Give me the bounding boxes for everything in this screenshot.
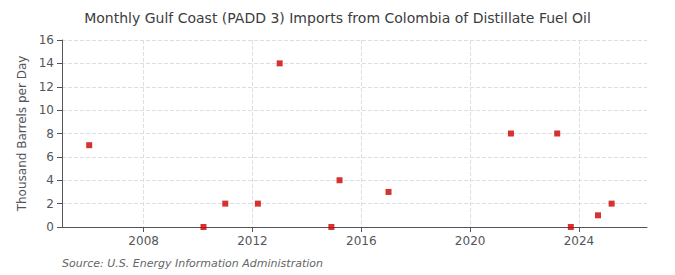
svg-text:Thousand Barrels per Day: Thousand Barrels per Day — [15, 56, 29, 213]
svg-text:2020: 2020 — [455, 234, 486, 248]
svg-text:8: 8 — [46, 127, 54, 141]
svg-text:2: 2 — [46, 197, 54, 211]
svg-text:12: 12 — [39, 80, 54, 94]
svg-text:4: 4 — [46, 173, 54, 187]
svg-text:Source: U.S. Energy Informatio: Source: U.S. Energy Information Administ… — [62, 257, 323, 270]
svg-text:10: 10 — [39, 103, 54, 117]
svg-text:2024: 2024 — [564, 234, 595, 248]
svg-text:0: 0 — [46, 220, 54, 234]
svg-text:2008: 2008 — [128, 234, 159, 248]
svg-text:2016: 2016 — [346, 234, 377, 248]
svg-text:2012: 2012 — [237, 234, 268, 248]
svg-text:Monthly Gulf Coast (PADD 3) Im: Monthly Gulf Coast (PADD 3) Imports from… — [84, 10, 591, 26]
svg-text:6: 6 — [46, 150, 54, 164]
svg-text:16: 16 — [39, 33, 54, 47]
svg-text:14: 14 — [39, 56, 54, 70]
